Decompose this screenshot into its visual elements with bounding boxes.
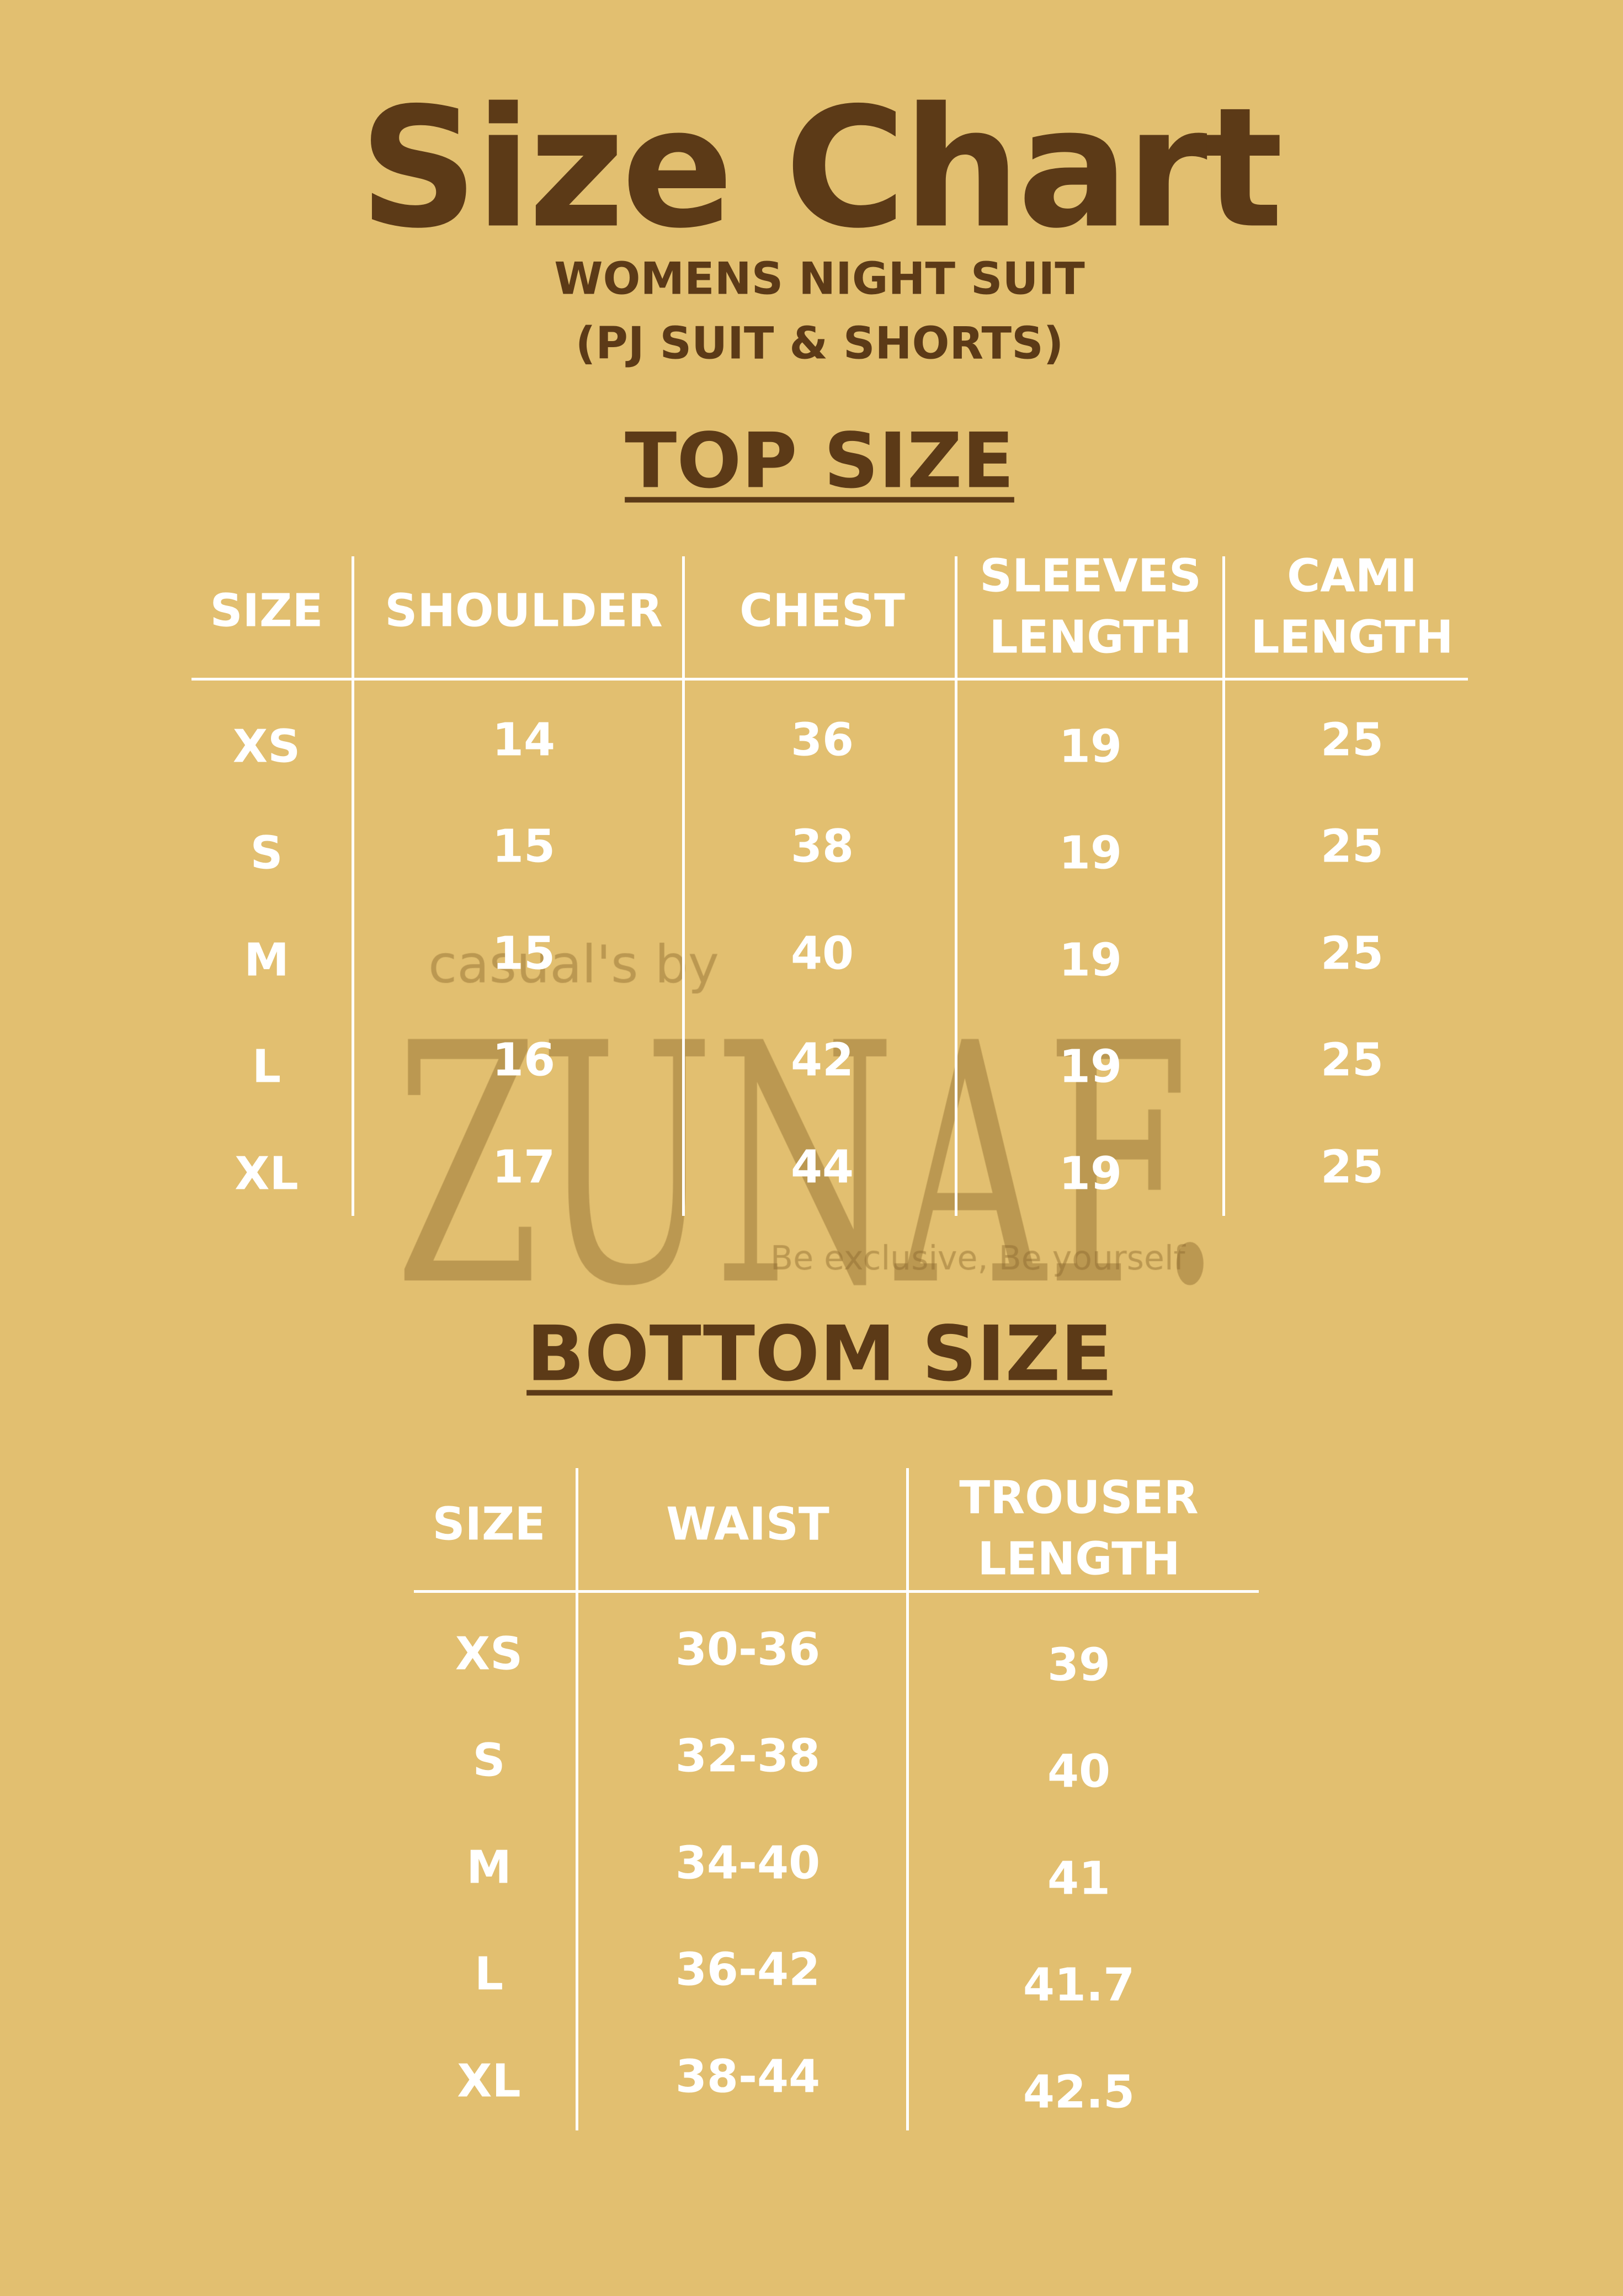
top-table-cell: 14 <box>492 714 556 767</box>
bottom-size-heading: BOTTOM SIZE <box>526 1309 1113 1399</box>
top-table-cell: 19 <box>1058 720 1122 773</box>
top-header-shoulder: SHOULDER <box>385 581 662 642</box>
top-table-cell: 36 <box>790 714 854 767</box>
top-size-label: L <box>252 1040 281 1093</box>
bottom-table-cell: 30-36 <box>675 1623 821 1676</box>
brand-watermark-logo <box>395 938 1223 1336</box>
bottom-table-cell: 34-40 <box>675 1837 821 1890</box>
bottom-header-waist: WAIST <box>666 1495 829 1556</box>
bottom-size-label: XS <box>455 1628 523 1681</box>
top-table-cell: 25 <box>1320 1141 1384 1194</box>
bottom-table-column-divider <box>906 1468 909 2130</box>
header-text: SLEEVES <box>980 550 1201 603</box>
top-table-column-divider <box>352 556 354 1216</box>
bottom-size-label: XL <box>457 2055 521 2108</box>
top-table-cell: 25 <box>1320 820 1384 873</box>
top-table-cell: 15 <box>492 820 556 873</box>
subtitle-line-2: (PJ SUIT & SHORTS) <box>575 317 1064 369</box>
top-table-cell: 19 <box>1058 827 1122 880</box>
top-size-heading: TOP SIZE <box>625 416 1014 506</box>
top-table-cell: 17 <box>492 1141 556 1194</box>
top-size-label: S <box>250 827 283 880</box>
header-text: CHEST <box>739 584 905 637</box>
top-table-cell: 19 <box>1058 1040 1122 1093</box>
top-header-sleeves-length: SLEEVES LENGTH <box>980 546 1201 668</box>
bottom-table-column-divider <box>576 1468 578 2130</box>
top-table-cell: 44 <box>790 1141 854 1194</box>
header-text: LENGTH <box>977 1533 1180 1585</box>
bottom-table-cell: 36-42 <box>675 1943 821 1996</box>
top-size-label: XS <box>232 720 301 773</box>
bottom-header-trouser-length: TROUSER LENGTH <box>959 1468 1199 1590</box>
header-text: LENGTH <box>989 611 1192 663</box>
page-title: Size Chart <box>359 72 1284 265</box>
top-table-cell: 19 <box>1058 1147 1122 1200</box>
top-header-cami-length: CAMI LENGTH <box>1250 546 1453 668</box>
bottom-table-header-divider <box>414 1590 1259 1593</box>
bottom-table-cell: 40 <box>1047 1745 1111 1798</box>
bottom-table-cell: 39 <box>1047 1639 1111 1692</box>
top-table-column-divider <box>955 556 957 1216</box>
header-text: WAIST <box>666 1498 829 1551</box>
top-header-chest: CHEST <box>739 581 905 642</box>
bottom-size-label: S <box>472 1734 505 1787</box>
top-table-header-divider <box>191 678 1468 681</box>
top-table-cell: 15 <box>492 927 556 980</box>
bottom-table-cell: 32-38 <box>675 1730 821 1783</box>
bottom-table-cell: 41 <box>1047 1852 1111 1905</box>
bottom-header-size: SIZE <box>432 1495 545 1556</box>
header-text: CAMI <box>1287 550 1417 603</box>
bottom-table-cell: 42.5 <box>1023 2066 1135 2119</box>
top-size-label: XL <box>235 1147 299 1200</box>
header-text: LENGTH <box>1250 611 1454 663</box>
top-table-cell: 38 <box>790 820 854 873</box>
header-text: SIZE <box>432 1498 546 1551</box>
top-table-cell: 42 <box>790 1034 854 1087</box>
header-text: TROUSER <box>959 1471 1199 1524</box>
top-table-cell: 25 <box>1320 927 1384 980</box>
subtitle-line-1: WOMENS NIGHT SUIT <box>554 253 1085 305</box>
top-table-column-divider <box>1222 556 1225 1216</box>
top-table-cell: 16 <box>492 1034 556 1087</box>
header-text: SIZE <box>210 584 323 637</box>
top-table-cell: 19 <box>1058 934 1122 987</box>
bottom-table-cell: 38-44 <box>675 2050 821 2103</box>
top-size-label: M <box>244 934 289 987</box>
top-table-cell: 25 <box>1320 1034 1384 1087</box>
top-table-cell: 40 <box>790 927 854 980</box>
top-header-size: SIZE <box>210 581 323 642</box>
bottom-table-cell: 41.7 <box>1023 1959 1135 2012</box>
top-table-cell: 25 <box>1320 714 1384 767</box>
header-text: SHOULDER <box>385 584 663 637</box>
bottom-size-label: M <box>466 1841 512 1894</box>
bottom-size-label: L <box>474 1948 504 2001</box>
top-table-column-divider <box>682 556 685 1216</box>
